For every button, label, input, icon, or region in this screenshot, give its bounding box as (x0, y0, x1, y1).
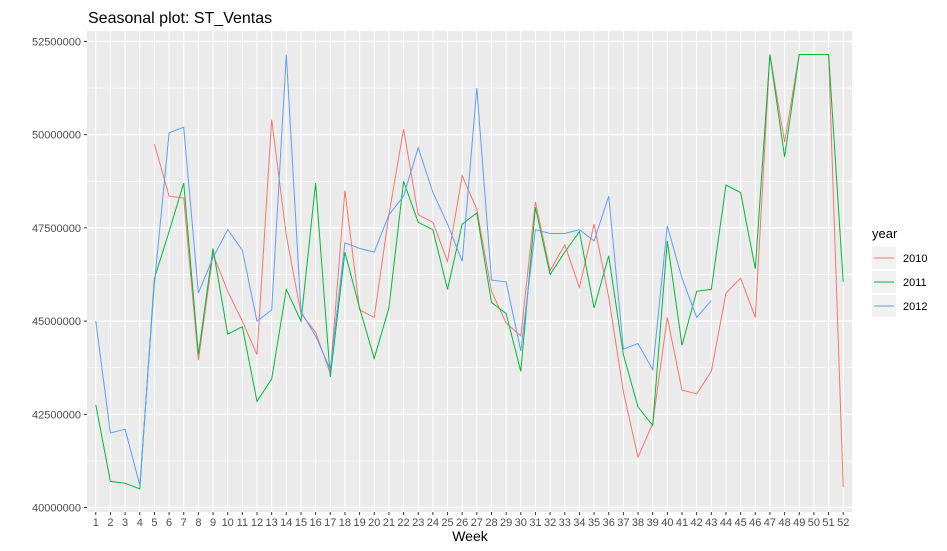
x-tick-label: 32 (544, 517, 556, 529)
x-tick-label: 33 (559, 517, 571, 529)
x-tick-label: 20 (368, 517, 380, 529)
x-tick-label: 47 (764, 517, 776, 529)
x-tick-label: 17 (324, 517, 336, 529)
x-tick-label: 14 (280, 517, 292, 529)
x-tick-label: 49 (793, 517, 805, 529)
legend-label-2012: 2012 (903, 301, 927, 313)
x-tick-label: 2 (107, 517, 113, 529)
x-tick-label: 43 (705, 517, 717, 529)
legend-title: year (872, 226, 898, 241)
x-tick-label: 7 (181, 517, 187, 529)
x-tick-label: 5 (151, 517, 157, 529)
x-tick-label: 23 (412, 517, 424, 529)
series-line-2012 (95, 54, 712, 486)
x-tick-label: 13 (266, 517, 278, 529)
legend: year 2010 2011 2012 (872, 226, 927, 317)
x-tick-label: 21 (383, 517, 395, 529)
legend-label-2011: 2011 (903, 277, 927, 289)
x-tick-label: 15 (295, 517, 307, 529)
x-axis-title: Week (452, 528, 489, 544)
y-tick-label: 50000000 (32, 130, 81, 142)
grid-lines (87, 31, 852, 512)
x-tick-label: 34 (573, 517, 585, 529)
y-tick-label: 52500000 (32, 36, 81, 48)
x-tick-label: 52 (837, 517, 849, 529)
x-tick-label: 24 (427, 517, 439, 529)
x-tick-label: 8 (195, 517, 201, 529)
x-tick-label: 51 (822, 517, 834, 529)
y-tick-label: 47500000 (32, 223, 81, 235)
x-tick-label: 6 (166, 517, 172, 529)
x-tick-label: 18 (339, 517, 351, 529)
x-tick-label: 22 (397, 517, 409, 529)
legend-items: 2010 2011 2012 (872, 247, 927, 317)
x-tick-label: 35 (588, 517, 600, 529)
x-tick-label: 41 (676, 517, 688, 529)
chart-title: Seasonal plot: ST_Ventas (88, 10, 272, 27)
legend-label-2010: 2010 (903, 253, 927, 265)
x-tick-label: 40 (661, 517, 673, 529)
x-tick-label: 12 (251, 517, 263, 529)
y-tick-label: 40000000 (32, 503, 81, 515)
x-tick-label: 16 (309, 517, 321, 529)
x-tick-label: 39 (647, 517, 659, 529)
x-tick-label: 26 (456, 517, 468, 529)
x-tick-label: 37 (617, 517, 629, 529)
x-tick-label: 4 (137, 517, 143, 529)
x-tick-label: 38 (632, 517, 644, 529)
series-line-2010 (153, 54, 844, 488)
series-line-2011 (95, 54, 844, 490)
x-tick-label: 10 (222, 517, 234, 529)
x-tick-label: 42 (691, 517, 703, 529)
y-axis: 40000000 42500000 45000000 47500000 50000000… (32, 36, 87, 515)
x-tick-label: 29 (500, 517, 512, 529)
x-tick-label: 19 (353, 517, 365, 529)
y-tick-label: 45000000 (32, 316, 81, 328)
x-tick-label: 9 (210, 517, 216, 529)
x-tick-label: 1 (93, 517, 99, 529)
plot-panel (87, 31, 852, 512)
x-tick-label: 11 (237, 517, 248, 529)
x-tick-label: 46 (749, 517, 761, 529)
x-tick-label: 44 (720, 517, 732, 529)
x-axis: 1 2 3 4 5 6 7 8 9 10 11 12 13 14 15 16 17 18 19 20 21 22 23 24 2… (93, 512, 849, 529)
x-tick-label: 31 (529, 517, 541, 529)
y-tick-label: 42500000 (32, 409, 81, 421)
x-tick-label: 30 (515, 517, 527, 529)
x-tick-label: 28 (485, 517, 497, 529)
x-tick-label: 36 (603, 517, 615, 529)
x-tick-label: 45 (734, 517, 746, 529)
x-tick-label: 3 (122, 517, 128, 529)
x-tick-label: 27 (471, 517, 483, 529)
x-tick-label: 48 (778, 517, 790, 529)
x-tick-label: 50 (808, 517, 820, 529)
series-lines (95, 54, 844, 490)
x-tick-label: 25 (441, 517, 453, 529)
